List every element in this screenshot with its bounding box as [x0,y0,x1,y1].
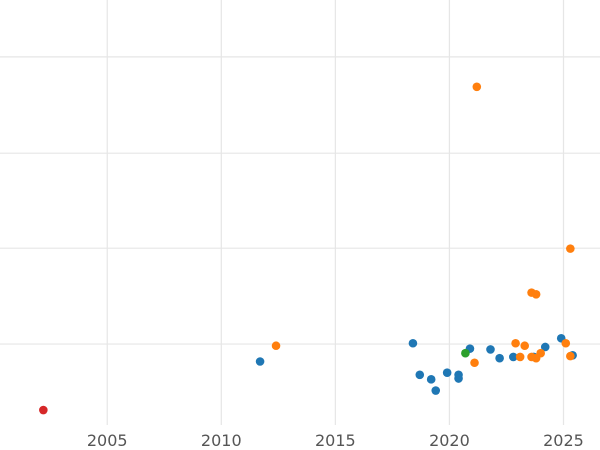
data-point-s0-10 [495,353,504,363]
x-tick-label-1: 2010 [201,431,242,450]
data-point-s1-11 [561,338,571,348]
data-point-s1-0 [271,341,281,351]
data-points [39,82,577,415]
data-point-s1-5 [520,341,530,351]
data-point-s1-1 [470,358,479,368]
data-point-s0-13 [540,342,550,352]
data-point-s3-0 [39,405,48,415]
x-tick-label-0: 2005 [87,431,128,450]
data-point-s1-8 [531,289,541,299]
data-point-s1-4 [515,352,525,362]
x-axis-ticks: 2005 2010 2015 2020 2025 [87,431,584,450]
data-point-s0-2 [415,370,425,380]
data-point-s0-11 [509,352,518,362]
data-point-s0-3 [426,375,436,384]
data-point-s0-5 [442,368,452,378]
data-point-s0-1 [408,338,418,348]
data-point-s0-7 [454,374,463,383]
data-point-s1-2 [472,82,482,92]
grid [0,0,600,425]
data-point-s1-10 [536,348,545,358]
data-point-s0-4 [431,386,441,395]
data-point-s1-13 [566,244,575,253]
data-point-s2-0 [461,348,470,358]
x-tick-label-4: 2025 [543,431,584,450]
data-point-s1-3 [511,338,520,348]
data-point-s0-9 [486,345,495,354]
x-tick-label-3: 2020 [429,431,470,450]
x-tick-label-2: 2015 [315,431,356,450]
data-point-s1-12 [566,351,575,361]
data-point-s0-0 [255,357,265,366]
